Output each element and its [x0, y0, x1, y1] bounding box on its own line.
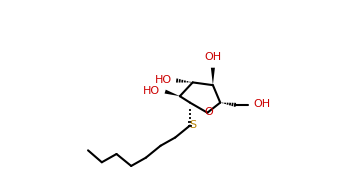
Text: OH: OH	[253, 99, 270, 110]
Text: O: O	[204, 107, 213, 117]
Polygon shape	[165, 90, 180, 96]
Text: OH: OH	[204, 52, 221, 62]
Text: HO: HO	[143, 86, 160, 96]
Text: HO: HO	[155, 75, 172, 85]
Polygon shape	[211, 68, 215, 85]
Text: S: S	[189, 120, 196, 130]
